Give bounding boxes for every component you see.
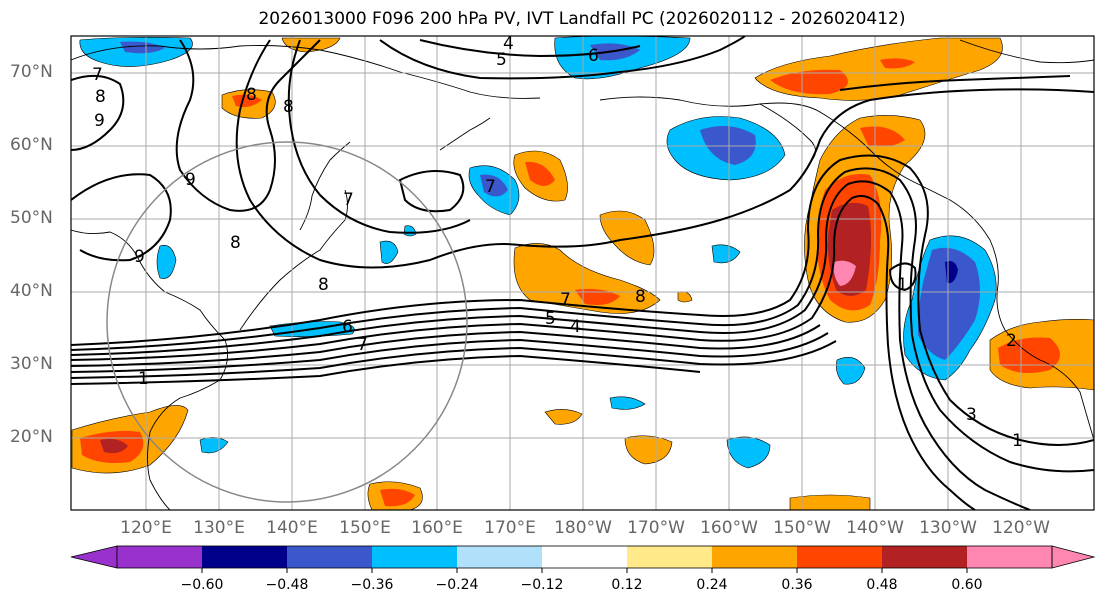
lon-label: 140°W bbox=[846, 518, 904, 538]
lon-label: 150°W bbox=[773, 518, 831, 538]
map-title: 2026013000 F096 200 hPa PV, IVT Landfall… bbox=[258, 9, 906, 29]
colorbar-segment bbox=[967, 546, 1053, 568]
colorbar-tick-label: −0.60 bbox=[180, 577, 224, 593]
colorbar-tick-label: 0.60 bbox=[951, 577, 983, 593]
lat-label: 60°N bbox=[10, 135, 53, 155]
contour-label: 4 bbox=[570, 317, 581, 337]
lon-label: 180°W bbox=[554, 518, 612, 538]
colorbar-extend-high bbox=[1051, 545, 1096, 569]
colorbar-tick-label: 0.48 bbox=[866, 577, 898, 593]
colorbar-segment bbox=[117, 546, 203, 568]
contour-label: 7 bbox=[343, 190, 354, 210]
contour-label: 6 bbox=[342, 317, 353, 337]
contour-label: 7 bbox=[560, 290, 571, 310]
lon-label: 120°E bbox=[120, 518, 172, 538]
colorbar-segment bbox=[542, 546, 628, 568]
lon-label: 170°E bbox=[484, 518, 536, 538]
lon-label: 130°E bbox=[193, 518, 245, 538]
contour-label: 7 bbox=[485, 177, 496, 197]
colorbar-segment bbox=[627, 546, 713, 568]
colorbar bbox=[70, 545, 1096, 573]
lat-label: 30°N bbox=[10, 354, 53, 374]
contour-label: 8 bbox=[318, 275, 329, 295]
contour-label: 9 bbox=[185, 170, 196, 190]
lon-label: 130°W bbox=[919, 518, 977, 538]
contour-label: 5 bbox=[545, 309, 556, 329]
contour-label: 8 bbox=[230, 233, 241, 253]
colorbar-tick-label: −0.36 bbox=[350, 577, 394, 593]
contour-label: 8 bbox=[246, 85, 257, 105]
contour-label: 7 bbox=[357, 335, 368, 355]
contour-label-group: 4 5 6 7 8 9 8 8 9 7 7 8 9 8 7 8 5 4 6 7 … bbox=[92, 34, 1023, 451]
contour-label: 1 bbox=[1012, 431, 1023, 451]
pv-contours bbox=[71, 36, 1094, 510]
lon-label: 160°W bbox=[700, 518, 758, 538]
colorbar-tick-label: −0.48 bbox=[265, 577, 309, 593]
contour-label: 6 bbox=[588, 46, 599, 66]
contour-label: 3 bbox=[966, 405, 977, 425]
colorbar-segment bbox=[202, 546, 288, 568]
lat-label: 40°N bbox=[10, 281, 53, 301]
colorbar-segment bbox=[287, 546, 373, 568]
lat-label: 20°N bbox=[10, 427, 53, 447]
colorbar-frame bbox=[116, 545, 1053, 569]
contour-label: 9 bbox=[134, 247, 145, 267]
lon-label: 120°W bbox=[992, 518, 1050, 538]
colorbar-extend-low bbox=[70, 545, 118, 569]
colorbar-tick-label: 0.12 bbox=[611, 577, 643, 593]
colorbar-tick-label: 0.24 bbox=[696, 577, 728, 593]
contour-label: 7 bbox=[92, 65, 103, 85]
map-frame bbox=[70, 35, 1095, 511]
lon-label: 160°E bbox=[411, 518, 463, 538]
lon-label: 150°E bbox=[339, 518, 391, 538]
contour-label: 1 bbox=[138, 369, 149, 389]
contour-label: 8 bbox=[635, 287, 646, 307]
contour-label: 2 bbox=[1006, 331, 1017, 351]
colorbar-segment bbox=[712, 546, 798, 568]
contour-label: 4 bbox=[503, 34, 514, 54]
contour-label: 9 bbox=[94, 111, 105, 131]
lon-label: 170°W bbox=[627, 518, 685, 538]
colorbar-tick-label: −0.24 bbox=[435, 577, 479, 593]
lat-label: 70°N bbox=[10, 62, 53, 82]
graticule bbox=[71, 36, 1094, 510]
lon-label: 140°E bbox=[266, 518, 318, 538]
colorbar-segment bbox=[372, 546, 458, 568]
colorbar-segment bbox=[797, 546, 883, 568]
contour-label: 8 bbox=[95, 87, 106, 107]
lat-label: 50°N bbox=[10, 208, 53, 228]
contour-label: 5 bbox=[496, 50, 507, 70]
contour-label: 8 bbox=[283, 97, 294, 117]
colorbar-segment bbox=[882, 546, 968, 568]
contour-label: 1 bbox=[897, 275, 908, 295]
colorbar-tick-label: 0.36 bbox=[781, 577, 813, 593]
colorbar-segment bbox=[457, 546, 543, 568]
colorbar-tick-label: −0.12 bbox=[520, 577, 564, 593]
radius-circle bbox=[106, 141, 468, 503]
